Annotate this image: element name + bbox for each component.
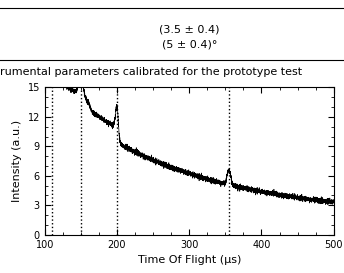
Y-axis label: Intensity (a.u.): Intensity (a.u.) [12, 120, 22, 202]
Text: rumental parameters calibrated for the prototype test: rumental parameters calibrated for the p… [0, 67, 302, 77]
Text: (3.5 ± 0.4): (3.5 ± 0.4) [159, 25, 219, 35]
X-axis label: Time Of Flight (μs): Time Of Flight (μs) [138, 255, 241, 265]
Text: (5 ± 0.4)°: (5 ± 0.4)° [162, 40, 217, 50]
